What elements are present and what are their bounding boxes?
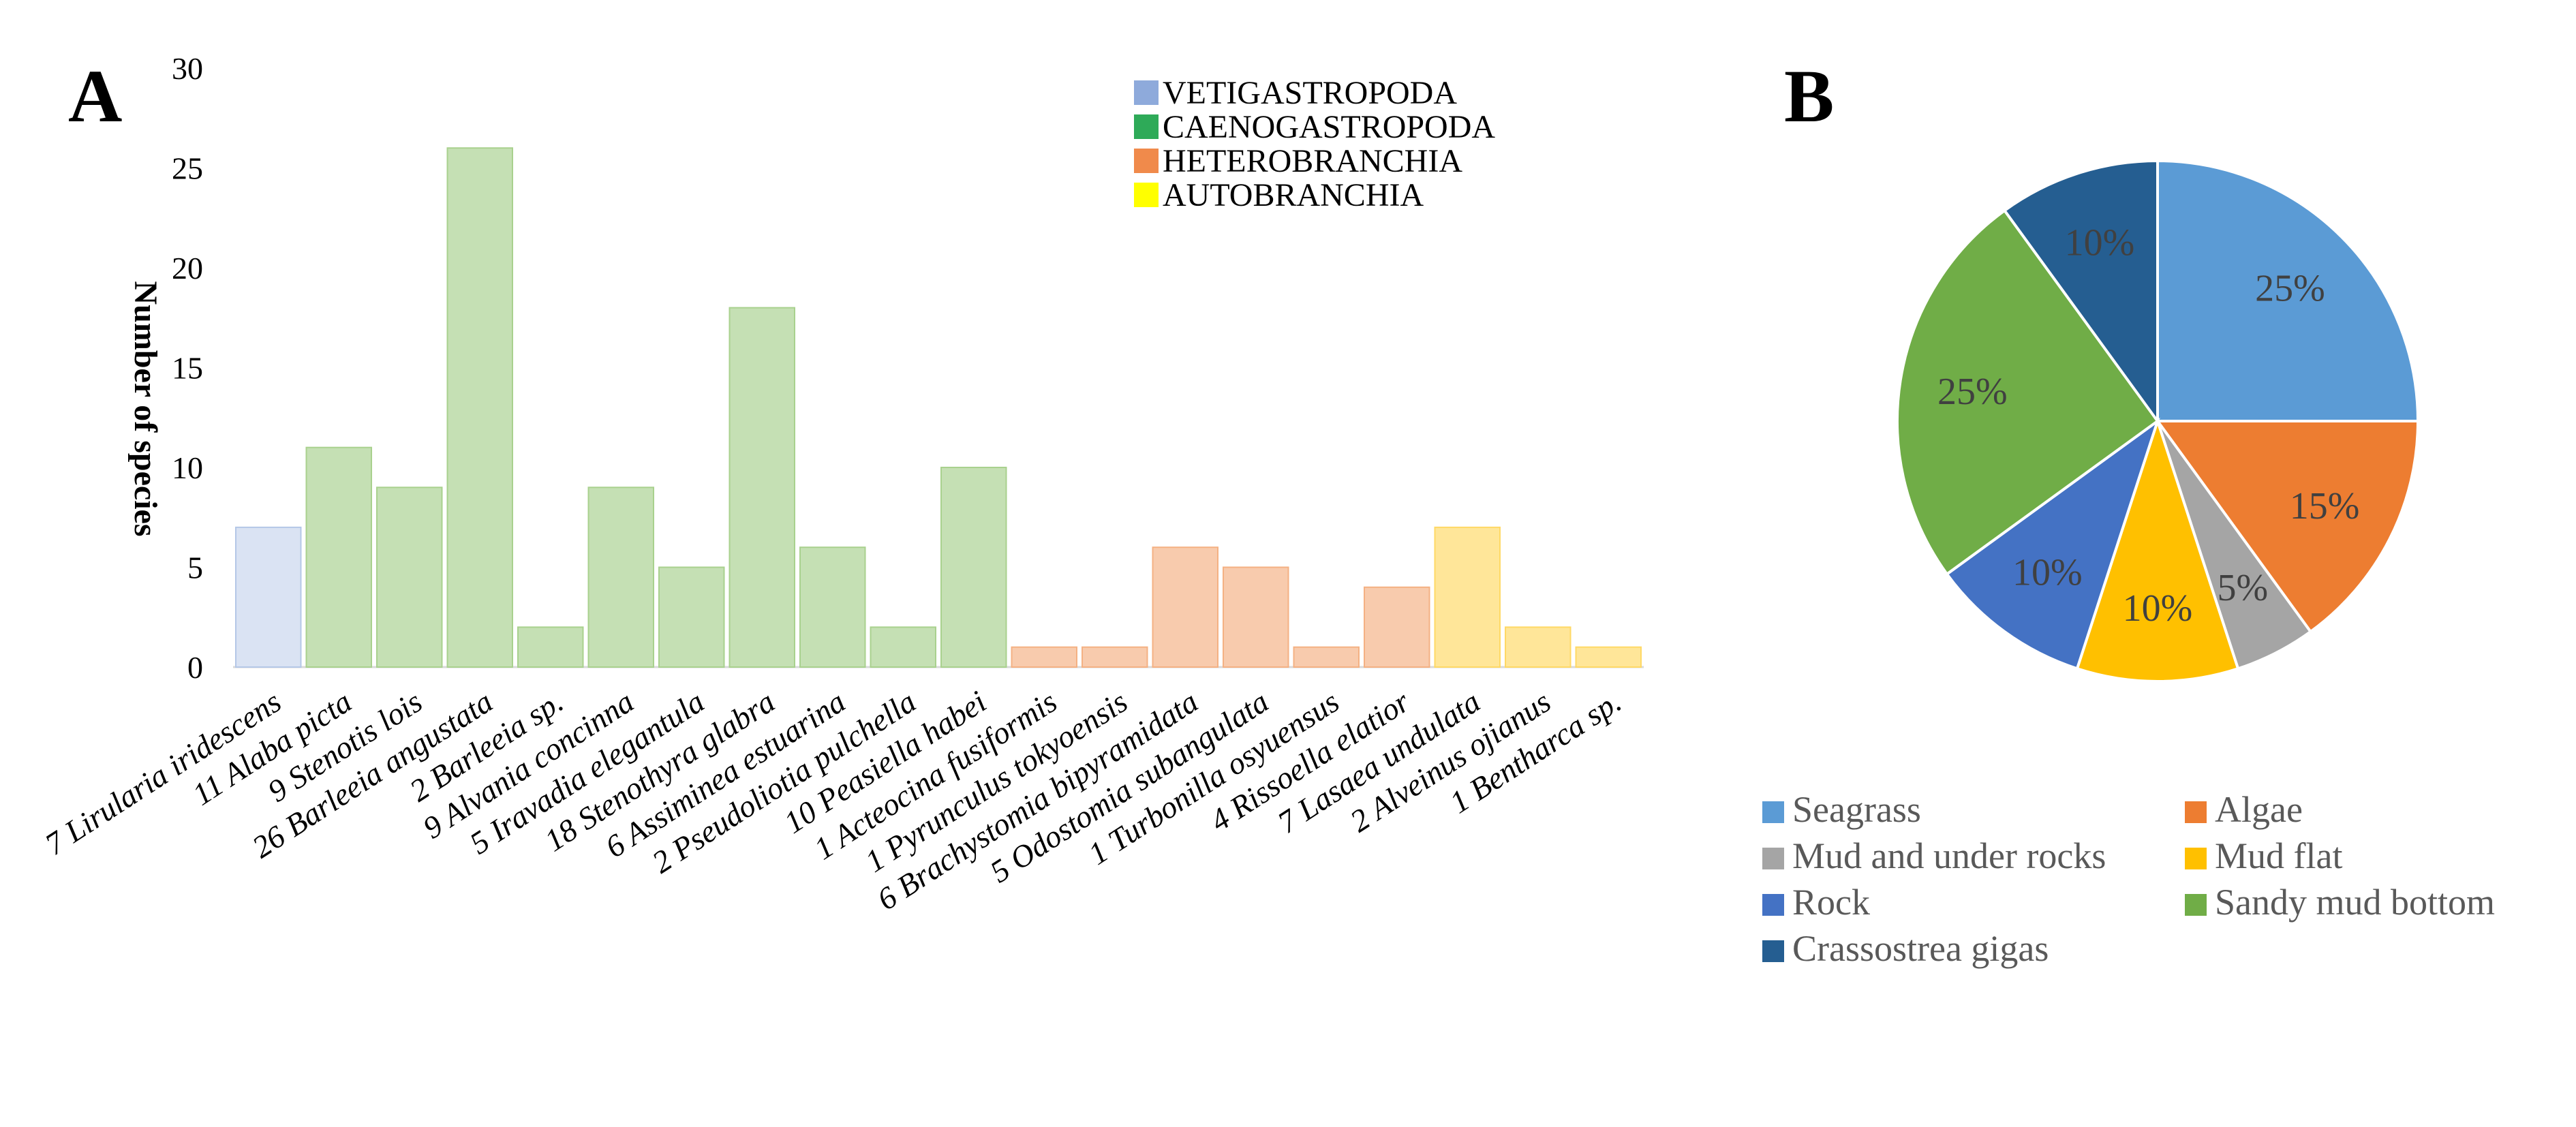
pie-label-mud-flat: 10%	[2123, 587, 2193, 630]
legend-label-autobranchia: AUTOBRANCHIA	[1163, 177, 1424, 213]
pie-legend-label-mud-flat: Mud flat	[2215, 835, 2342, 876]
bar-legend: VETIGASTROPODACAENOGASTROPODAHETEROBRANC…	[1134, 75, 1495, 213]
bar-5-odostomia-subangulata	[1223, 566, 1289, 668]
bar-9-stenotis-lois	[376, 487, 443, 668]
pie-slice-crassostrea-gigas	[2002, 159, 2159, 426]
y-tick-label-10: 10	[172, 450, 203, 485]
bar-1-pyrunculus-tokyoensis	[1082, 646, 1148, 668]
pie-slice-seagrass	[2156, 159, 2420, 422]
legend-label-vetigastropoda: VETIGASTROPODA	[1163, 75, 1457, 111]
pie-slice-rock	[1945, 417, 2160, 670]
pie-legend-label-mud-and-under-rocks: Mud and under rocks	[1792, 835, 2106, 876]
pie-label-seagrass: 25%	[2255, 268, 2325, 310]
pie-legend-label-crassostrea-gigas: Crassostrea gigas	[1792, 928, 2049, 969]
y-axis-ticks: 0 5 10 15 20 25 30	[172, 51, 203, 685]
pie-legend: Seagrass Algae Mud and under rocks Mud flat…	[1762, 789, 2495, 969]
bar-7-lasaea-undulata	[1434, 526, 1501, 668]
bars	[235, 147, 1642, 668]
legend-swatch-caenogastropoda	[1134, 114, 1159, 139]
bar-1-turbonilla-osyuensus	[1293, 646, 1360, 668]
pie-legend-label-sandy-mud-bottom: Sandy mud bottom	[2215, 882, 2495, 923]
legend-label-heterobranchia: HETEROBRANCHIA	[1163, 143, 1462, 179]
pie-legend-swatch-algae	[2185, 801, 2207, 823]
bar-6-assiminea-estuarina	[799, 546, 866, 668]
pie-legend-swatch-mud-flat	[2185, 848, 2207, 869]
bar-4-rissoella-elatior	[1364, 586, 1430, 668]
panel-b-label: B	[1784, 55, 1834, 138]
pie-slice-sandy-mud-bottom	[1896, 209, 2160, 576]
bar-2-alveinus-ojianus	[1505, 626, 1571, 668]
y-tick-label-5: 5	[187, 551, 203, 585]
pie-legend-swatch-seagrass	[1762, 801, 1784, 823]
pie-legend-swatch-mud-and-under-rocks	[1762, 848, 1784, 869]
pie-label-rock: 10%	[2012, 552, 2083, 594]
pie-chart: 25% 15% 5% 10% 10% 25% 10% Seagrass Algae Mud an…	[1762, 159, 2495, 969]
y-tick-label-25: 25	[172, 151, 203, 186]
pie-legend-label-rock: Rock	[1792, 882, 1870, 923]
legend-swatch-autobranchia	[1134, 183, 1159, 207]
bar-2-barleeia-sp	[517, 626, 584, 668]
pie-label-algae: 15%	[2290, 485, 2360, 527]
pie-legend-label-algae: Algae	[2215, 789, 2303, 830]
y-tick-label-15: 15	[172, 351, 203, 386]
legend-swatch-heterobranchia	[1134, 149, 1159, 173]
bar-10-peasiella-habei	[940, 467, 1007, 668]
y-tick-label-20: 20	[172, 251, 203, 285]
bar-6-brachystomia-bipyramidata	[1152, 546, 1218, 668]
pie-slices	[1896, 159, 2420, 683]
pie-legend-swatch-crassostrea-gigas	[1762, 940, 1784, 962]
y-axis-label: Number of species	[127, 281, 164, 536]
pie-label-crassostrea-gigas: 10%	[2065, 221, 2135, 264]
pie-legend-label-seagrass: Seagrass	[1792, 789, 1921, 830]
bar-11-alaba-picta	[305, 446, 372, 668]
pie-legend-swatch-sandy-mud-bottom	[2185, 894, 2207, 916]
bar-1-bentharca-sp	[1575, 646, 1642, 668]
bar-chart: 0 5 10 15 20 25 30 Number of species 7 Lirular…	[39, 51, 1644, 917]
legend-swatch-vetigastropoda	[1134, 80, 1159, 105]
pie-slice-algae	[2155, 420, 2420, 634]
pie-data-labels: 25% 15% 5% 10% 10% 25% 10%	[1937, 221, 2359, 630]
bar-1-acteocina-fusiformis	[1011, 646, 1077, 668]
pie-slice-mud-flat	[2075, 416, 2240, 683]
pie-label-sandy-mud-bottom: 25%	[1937, 371, 2008, 413]
bar-9-alvania-concinna	[587, 487, 654, 668]
legend-label-caenogastropoda: CAENOGASTROPODA	[1163, 109, 1495, 145]
bar-7-lirularia-iridescens	[235, 526, 302, 668]
bar-5-iravadia-elegantula	[658, 566, 725, 668]
pie-legend-swatch-rock	[1762, 894, 1784, 916]
pie-label-mud-and-under-rocks: 5%	[2218, 567, 2269, 609]
bar-2-pseudoliotia-pulchella	[870, 626, 936, 668]
panel-a-label: A	[68, 55, 122, 138]
bar-18-stenothyra-glabra	[729, 307, 795, 668]
bar-26-barleeia-angustata	[446, 147, 513, 668]
y-tick-label-0: 0	[187, 650, 203, 685]
y-tick-label-30: 30	[172, 51, 203, 86]
